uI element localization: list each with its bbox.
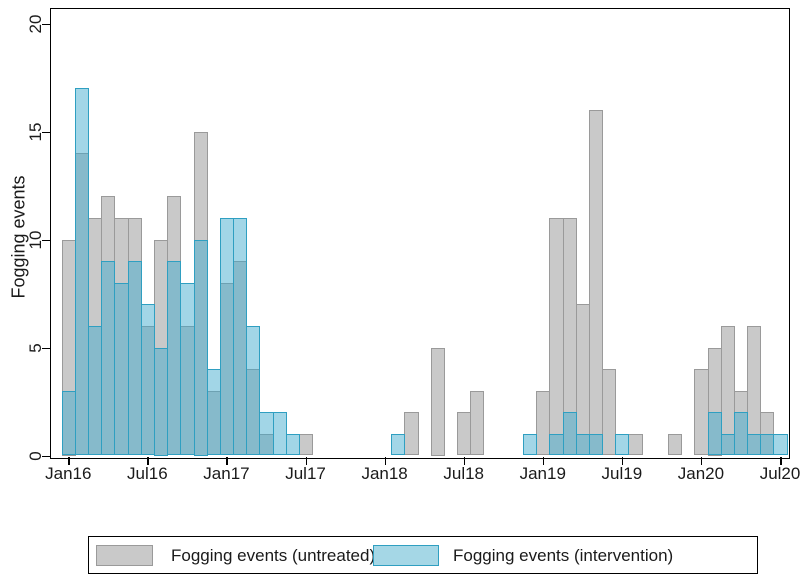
intervention-bar-Jul16 <box>140 304 155 456</box>
legend-swatch-intervention <box>373 545 439 566</box>
x-tick-Jan17 <box>226 457 228 465</box>
intervention-bar-Nov16 <box>193 239 208 456</box>
y-tick-15 <box>42 131 50 133</box>
intervention-bar-Apr19 <box>575 433 590 456</box>
intervention-bar-Jun17 <box>285 433 300 456</box>
intervention-bar-Mar16 <box>88 325 103 456</box>
intervention-bar-Apr17 <box>259 412 274 456</box>
x-tick-label-Jul18: Jul18 <box>443 464 485 483</box>
x-tick-label-Jan20: Jan20 <box>677 464 725 483</box>
intervention-bar-Apr16 <box>101 261 116 456</box>
untreated-bar-May19 <box>588 109 604 456</box>
y-tick-0 <box>42 455 50 457</box>
x-tick-Jul18 <box>463 457 466 465</box>
untreated-bar-Jun19 <box>602 369 617 456</box>
untreated-bar-Aug19 <box>628 433 643 456</box>
intervention-bar-Apr20 <box>733 412 749 456</box>
untreated-bar-Jan19 <box>536 390 551 456</box>
untreated-bar-Feb19 <box>549 217 564 456</box>
x-tick-Jul17 <box>305 457 308 465</box>
intervention-bar-Mar19 <box>562 412 577 456</box>
intervention-bar-Jun16 <box>127 261 142 456</box>
y-tick-20 <box>42 23 50 25</box>
intervention-bar-Feb16 <box>74 88 90 456</box>
x-tick-label-Jul17: Jul17 <box>285 464 326 483</box>
x-tick-label-Jul16: Jul16 <box>127 464 168 483</box>
legend-label-intervention: Fogging events (intervention) <box>453 546 674 565</box>
intervention-bar-Feb18 <box>391 433 406 456</box>
intervention-bar-Mar20 <box>720 433 735 456</box>
intervention-bar-Oct16 <box>180 282 195 456</box>
intervention-bar-Mar17 <box>246 325 261 456</box>
legend-label-untreated: Fogging events (untreated) <box>171 546 376 565</box>
x-tick-label-Jan18: Jan18 <box>361 464 408 483</box>
x-tick-label-Jan19: Jan19 <box>519 464 566 483</box>
intervention-bar-Jan16 <box>61 390 76 456</box>
intervention-bar-May19 <box>588 433 604 456</box>
x-tick-Jan16 <box>68 457 70 465</box>
untreated-bar-Apr19 <box>575 304 590 456</box>
x-tick-Jan20 <box>700 457 703 465</box>
y-tick-label-15: 15 <box>26 122 45 141</box>
x-tick-Jul19 <box>621 457 624 465</box>
y-tick-label-0: 0 <box>26 450 45 461</box>
intervention-bar-Dec18 <box>523 433 538 456</box>
intervention-bar-May16 <box>114 282 129 456</box>
intervention-bar-Jul20 <box>773 433 788 456</box>
untreated-bar-Jul17 <box>298 433 314 456</box>
intervention-bar-Feb19 <box>549 433 564 456</box>
untreated-bar-May18 <box>430 347 445 456</box>
legend-box: Fogging events (untreated) Fogging event… <box>88 536 758 574</box>
intervention-bar-May20 <box>747 433 762 456</box>
plot-frame <box>50 8 790 459</box>
y-tick-label-20: 20 <box>26 14 45 33</box>
untreated-bar-Aug18 <box>470 390 485 456</box>
intervention-bar-Feb20 <box>707 412 722 456</box>
untreated-bar-Jan20 <box>694 369 709 456</box>
x-tick-Jan18 <box>384 457 387 465</box>
intervention-bar-Feb17 <box>233 217 248 456</box>
intervention-bar-Jul19 <box>615 433 630 456</box>
intervention-bar-May17 <box>272 412 287 456</box>
x-tick-Jul20 <box>780 457 782 465</box>
legend-swatch-untreated <box>96 545 153 566</box>
untreated-bar-Nov19 <box>667 433 683 456</box>
x-tick-Jul16 <box>147 457 149 465</box>
x-tick-label-Jan16: Jan16 <box>45 464 92 483</box>
x-tick-label-Jan17: Jan17 <box>203 464 250 483</box>
x-tick-label-Jul19: Jul19 <box>601 464 643 483</box>
intervention-bar-Sep16 <box>167 261 182 456</box>
y-tick-label-5: 5 <box>26 342 45 353</box>
y-axis-title: Fogging events <box>8 175 29 299</box>
intervention-bar-Dec16 <box>206 369 221 456</box>
x-tick-Jan19 <box>542 457 545 465</box>
intervention-bar-Jan17 <box>219 217 235 456</box>
untreated-bar-Mar18 <box>404 412 419 456</box>
y-tick-5 <box>42 347 50 349</box>
intervention-bar-Aug16 <box>153 347 169 456</box>
y-tick-10 <box>42 239 50 241</box>
intervention-bar-Jun20 <box>760 433 775 456</box>
untreated-bar-Jul18 <box>457 412 472 456</box>
x-tick-label-Jul20: Jul20 <box>759 464 800 483</box>
